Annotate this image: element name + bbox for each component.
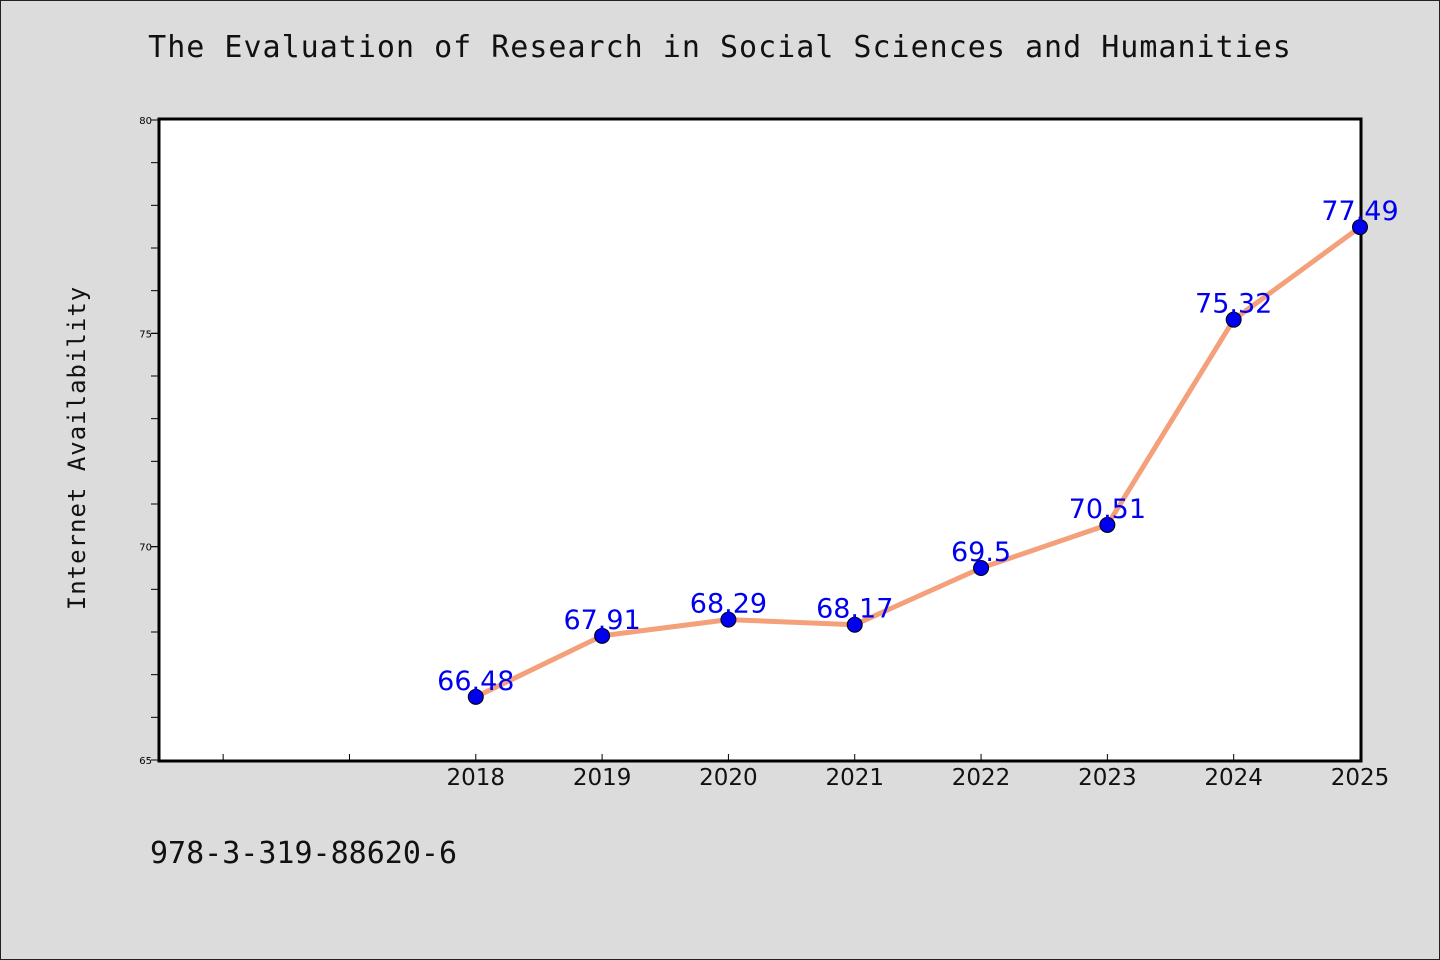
- data-point: [1099, 516, 1116, 533]
- data-point: [467, 688, 484, 705]
- chart-title: The Evaluation of Research in Social Sci…: [148, 30, 1292, 65]
- y-axis: 65 70 75 80: [139, 116, 160, 767]
- x-tick-label: 2022: [952, 765, 1011, 791]
- y-tick-label: 80: [139, 116, 152, 127]
- data-points: [467, 219, 1368, 705]
- data-point: [720, 611, 737, 628]
- data-point: [973, 560, 990, 576]
- data-label: 67.91: [563, 605, 640, 636]
- data-label: 75.32: [1195, 289, 1272, 320]
- y-tick-label: 65: [139, 756, 152, 767]
- plot-area: [157, 117, 1363, 763]
- x-tick-label: 2023: [1078, 765, 1137, 791]
- data-label: 70.51: [1069, 494, 1146, 525]
- y-tick-label: 75: [139, 329, 152, 340]
- isbn-label: 978-3-319-88620-6: [150, 836, 458, 871]
- x-axis: 2018 2019 2020 2021 2022 2023 2024 2025: [222, 754, 1390, 791]
- data-point: [846, 616, 863, 633]
- x-tick-label: 2018: [447, 765, 506, 791]
- data-label: 68.17: [816, 594, 893, 625]
- data-point: [1225, 311, 1242, 328]
- x-tick-label: 2019: [573, 765, 632, 791]
- y-tick-label: 70: [139, 543, 152, 554]
- data-label: 69.5: [951, 537, 1011, 568]
- x-tick-label: 2024: [1204, 765, 1263, 791]
- series-line: [473, 224, 1363, 700]
- data-label: 66.48: [437, 666, 514, 697]
- data-label: 68.29: [690, 589, 767, 620]
- data-label: 77.49: [1321, 196, 1398, 227]
- data-point: [1352, 219, 1368, 236]
- data-labels: 66.48 67.91 68.29 68.17 69.5 70.51 75.32 77.49: [437, 196, 1399, 697]
- data-point: [594, 627, 611, 644]
- x-tick-label: 2021: [825, 765, 884, 791]
- x-tick-label: 2020: [699, 765, 758, 791]
- x-tick-label: 2025: [1331, 765, 1390, 791]
